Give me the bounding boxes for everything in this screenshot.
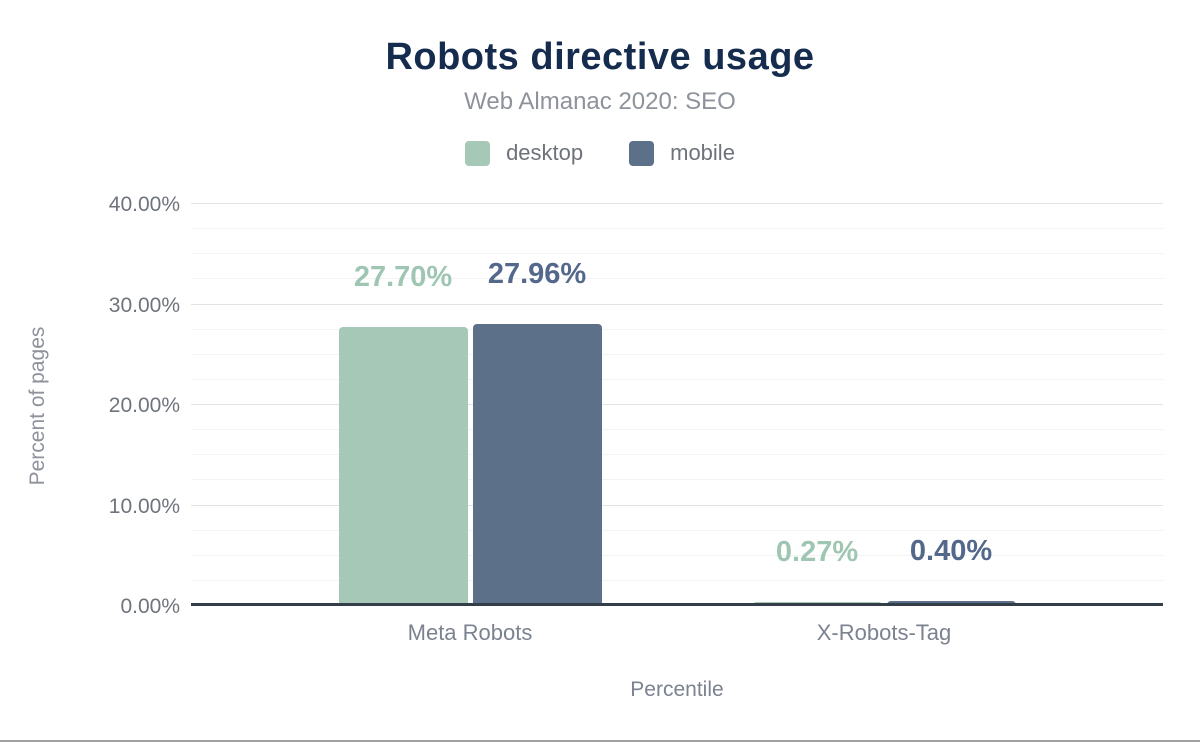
legend-swatch-desktop (465, 140, 491, 166)
gridline-minor (191, 580, 1163, 581)
y-tick-label: 0.00% (120, 595, 180, 618)
chart-subtitle: Web Almanac 2020: SEO (464, 88, 736, 115)
value-label-desktop-x-robots-tag: 0.27% (775, 536, 859, 569)
x-axis-title: Percentile (630, 678, 724, 701)
gridline-minor (191, 379, 1163, 380)
y-tick-label: 10.00% (108, 494, 180, 518)
gridline-minor (191, 228, 1163, 229)
gridline-minor (191, 530, 1163, 531)
gridline-major (191, 203, 1163, 204)
gridline-minor (191, 454, 1163, 455)
gridline-major (191, 404, 1163, 405)
x-tick-label-x-robots-tag: X-Robots-Tag (816, 620, 952, 645)
gridline-minor (191, 253, 1163, 254)
y-tick-label: 20.00% (108, 394, 180, 417)
legend-label-desktop: desktop (506, 140, 584, 165)
x-axis-line (191, 603, 1163, 606)
gridline-minor (191, 555, 1163, 556)
legend-item-desktop[interactable]: desktop (465, 140, 583, 166)
value-label-mobile-meta-robots: 27.96% (487, 258, 587, 290)
y-tick-label: 40.00% (108, 193, 180, 216)
gridline-minor (191, 354, 1163, 355)
gridline-minor (191, 329, 1163, 330)
value-label-mobile-x-robots-tag: 0.40% (909, 534, 993, 567)
chart-title: Robots directive usage (385, 36, 815, 78)
gridline-major (191, 304, 1163, 305)
legend-item-mobile[interactable]: mobile (629, 140, 735, 166)
gridline-minor (191, 479, 1163, 480)
x-tick-label-meta-robots: Meta Robots (407, 620, 533, 645)
bar-mobile-x-robots-tag[interactable] (886, 600, 1016, 605)
bottom-border-line (0, 740, 1200, 742)
gridline-minor (191, 278, 1163, 279)
value-label-desktop-meta-robots: 27.70% (353, 260, 453, 293)
bar-desktop-meta-robots[interactable] (338, 326, 468, 605)
legend-swatch-mobile (629, 140, 655, 166)
bar-mobile-meta-robots[interactable] (472, 324, 602, 605)
gridline-major (191, 505, 1163, 506)
y-tick-label: 30.00% (108, 293, 180, 317)
legend: desktop mobile (0, 140, 1200, 166)
legend-label-mobile: mobile (670, 140, 735, 165)
gridline-minor (191, 429, 1163, 430)
